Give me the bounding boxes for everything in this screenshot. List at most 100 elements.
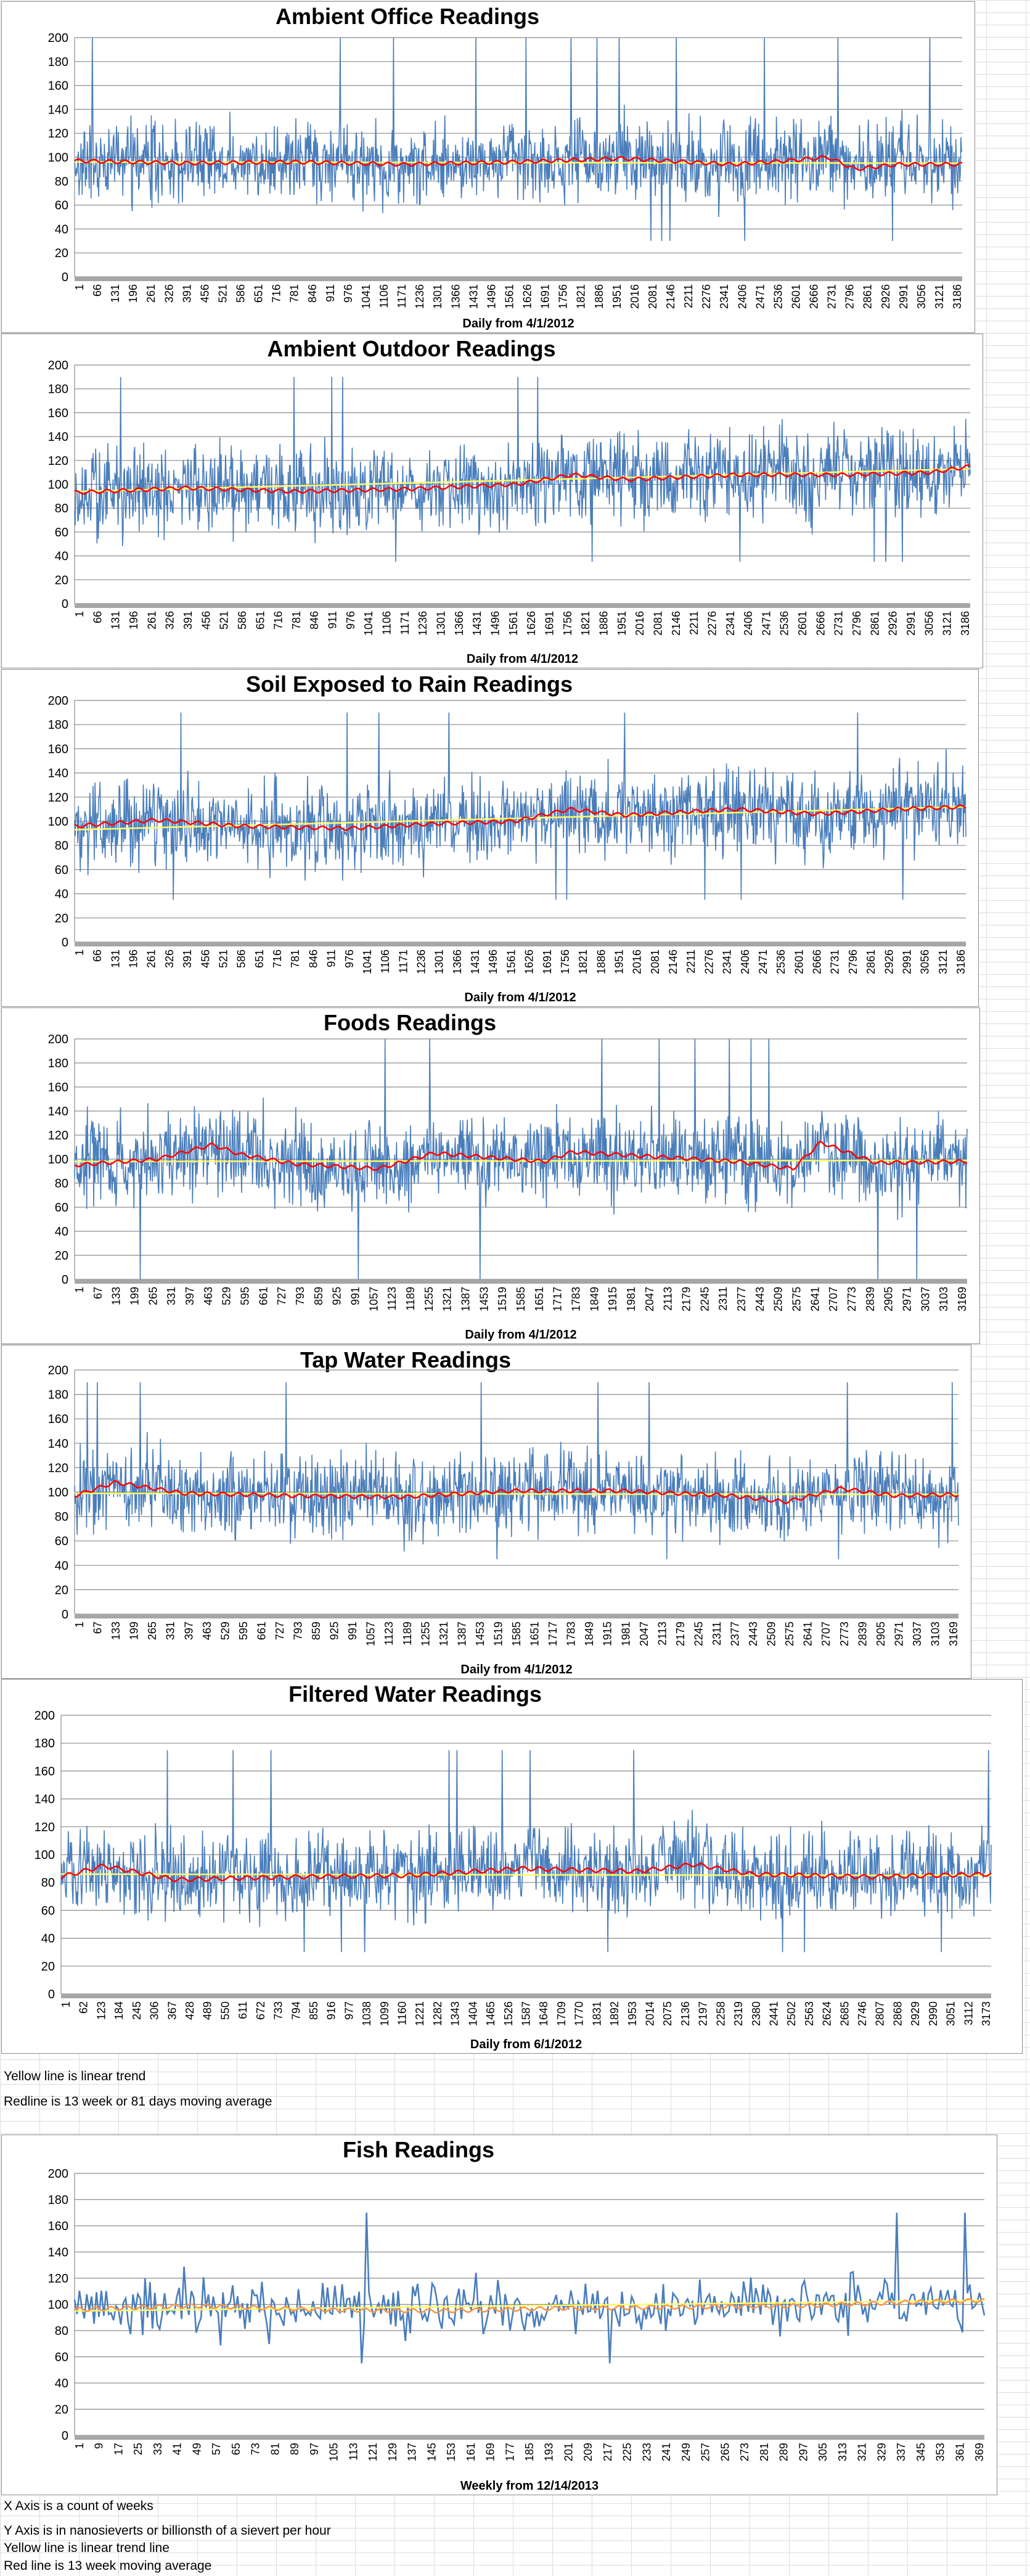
x-tick-label: 651 xyxy=(253,950,266,968)
x-tick-label: 727 xyxy=(274,1622,286,1640)
x-tick-label: 1 xyxy=(60,2001,72,2008)
y-tick-label: 180 xyxy=(48,1057,68,1070)
y-tick-label: 40 xyxy=(55,2377,68,2390)
y-tick-label: 40 xyxy=(55,550,68,564)
x-tick-label: 2341 xyxy=(721,950,734,974)
chart-soil-exposed[interactable]: Soil Exposed to Rain Readings 0 20 40 60 80 10… xyxy=(1,669,979,1007)
x-tick-label: 1123 xyxy=(386,1287,398,1311)
x-tick-label: 1626 xyxy=(523,950,536,974)
x-tick-label: 49 xyxy=(190,2443,203,2455)
x-tick-label: 2991 xyxy=(905,611,917,636)
x-tick-label: 2341 xyxy=(724,611,737,636)
x-tick-label: 521 xyxy=(217,950,229,968)
x-tick-label: 727 xyxy=(276,1287,288,1305)
chart-svg: Foods Readings 0 20 40 60 80 100 120 140 160 180 20… xyxy=(48,1010,968,1342)
x-tick-label: 97 xyxy=(308,2443,321,2455)
x-tick-label: 977 xyxy=(343,2001,355,2020)
x-tick-label: 3169 xyxy=(947,1622,960,1646)
x-tick-label: 209 xyxy=(582,2443,594,2461)
x-tick-label: 2773 xyxy=(846,1287,858,1311)
x-tick-label: 113 xyxy=(347,2443,359,2461)
y-tick-label: 100 xyxy=(48,1486,68,1499)
x-tick-label: 2502 xyxy=(785,2001,798,2026)
y-tick-label: 200 xyxy=(48,1364,68,1377)
series-moving-average xyxy=(74,2297,985,2314)
series-raw-readings xyxy=(74,712,967,900)
x-tick-label: 916 xyxy=(325,2001,338,2020)
y-tick-label: 140 xyxy=(48,103,68,117)
x-tick-label: 2146 xyxy=(664,284,677,309)
y-tick-label: 0 xyxy=(62,1608,68,1622)
x-tick-label: 1321 xyxy=(441,1287,454,1311)
x-tick-label: 2016 xyxy=(634,611,646,636)
y-tick-label: 160 xyxy=(48,406,68,420)
x-tick-label: 3056 xyxy=(923,611,935,636)
x-tick-label: 2276 xyxy=(703,950,715,974)
chart-fish[interactable]: Fish Readings 0 20 40 60 80 100 120 140 160 180 200… xyxy=(1,2135,997,2495)
x-tick-label: 991 xyxy=(349,1287,362,1305)
x-tick-label: 846 xyxy=(308,611,321,630)
chart-title: Tap Water Readings xyxy=(300,1347,511,1372)
series-moving-average xyxy=(74,464,971,495)
x-tick-label: 17 xyxy=(112,2443,125,2455)
x-tick-label: 3121 xyxy=(941,611,954,636)
x-tick-label: 2990 xyxy=(927,2001,939,2026)
x-tick-label: 66 xyxy=(91,284,104,297)
x-tick-label: 391 xyxy=(182,611,194,630)
x-tick-label: 331 xyxy=(165,1622,177,1640)
x-tick-label: 911 xyxy=(325,950,338,967)
x-tick-label: 1 xyxy=(73,1622,86,1628)
x-tick-label: 1404 xyxy=(467,2001,479,2026)
x-tick-label: 2746 xyxy=(856,2001,869,2026)
x-tick-label: 2536 xyxy=(772,284,784,309)
x-tick-label: 1526 xyxy=(502,2001,515,2026)
x-tick-label: 2179 xyxy=(674,1622,687,1646)
x-tick-label: 1301 xyxy=(431,284,444,309)
x-tick-label: 1057 xyxy=(367,1287,380,1311)
x-tick-label: 611 xyxy=(237,2001,249,2019)
chart-tap-water[interactable]: Tap Water Readings 0 20 40 60 80 100 120 140 160 1… xyxy=(1,1345,971,1679)
x-tick-label: 1057 xyxy=(365,1622,377,1646)
x-tick-label: 1717 xyxy=(552,1287,564,1311)
x-tick-label: 131 xyxy=(110,611,122,630)
y-tick-label: 0 xyxy=(62,936,68,950)
x-tick-label: 1236 xyxy=(415,950,427,974)
x-tick-label: 9 xyxy=(93,2443,105,2449)
chart-ambient-office[interactable]: Ambient Office Readings 0 20 40 60 80 100 120 14… xyxy=(1,1,975,333)
x-tick-label: 428 xyxy=(184,2001,196,2020)
x-tick-label: 2731 xyxy=(833,611,845,636)
chart-foods[interactable]: Foods Readings 0 20 40 60 80 100 120 140 160 180 20… xyxy=(1,1007,980,1344)
x-tick-label: 1756 xyxy=(557,284,570,309)
x-tick-label: 66 xyxy=(91,950,104,962)
x-tick-label: 1171 xyxy=(399,611,411,635)
x-tick-label: 1561 xyxy=(507,611,520,636)
x-tick-label: 137 xyxy=(406,2443,419,2461)
x-tick-label: 1099 xyxy=(378,2001,391,2026)
x-tick-label: 3112 xyxy=(962,2001,975,2025)
y-tick-label: 160 xyxy=(48,1081,68,1094)
series-raw-readings xyxy=(74,1382,959,1559)
x-tick-label: 3037 xyxy=(911,1622,923,1646)
x-tick-label: 1561 xyxy=(503,284,515,309)
x-tick-label: 1783 xyxy=(565,1622,578,1646)
x-tick-label: 281 xyxy=(758,2443,770,2461)
x-tick-label: 521 xyxy=(216,284,229,303)
x-tick-label: 3056 xyxy=(919,950,931,974)
x-tick-label: 321 xyxy=(856,2443,869,2461)
x-tick-label: 225 xyxy=(621,2443,634,2461)
chart-ambient-outdoor[interactable]: Ambient Outdoor Readings 0 20 40 60 80 100 120 1… xyxy=(1,334,983,668)
x-tick-label: 123 xyxy=(95,2001,107,2020)
x-tick-label: 1691 xyxy=(543,611,555,636)
x-tick-label: 1626 xyxy=(521,284,534,309)
note-yellow-trend: Yellow line is linear trend xyxy=(4,2069,146,2083)
x-tick-label: 1453 xyxy=(478,1287,490,1311)
x-tick-label: 2377 xyxy=(729,1622,742,1646)
chart-filtered-water[interactable]: Filtered Water Readings 0 20 40 60 80 100 120 14… xyxy=(1,1679,1023,2054)
x-tick-label: 1343 xyxy=(449,2001,462,2026)
x-tick-label: 2926 xyxy=(887,611,899,636)
x-tick-label: 2406 xyxy=(736,284,748,309)
x-tick-label: 2666 xyxy=(811,950,824,974)
x-tick-label: 2991 xyxy=(897,284,910,309)
x-tick-label: 62 xyxy=(78,2001,90,2014)
x-tick-label: 716 xyxy=(272,611,285,630)
